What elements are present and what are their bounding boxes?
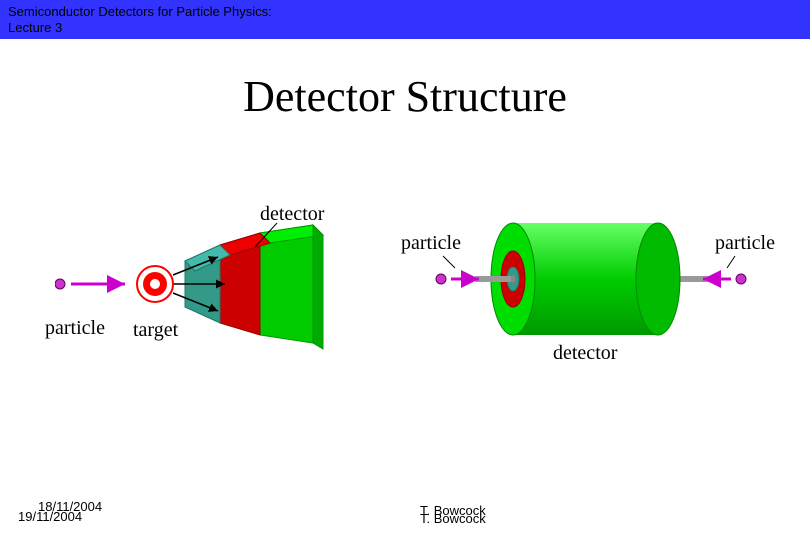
particle-right-icon [736, 274, 746, 284]
barrel-detector-icon [491, 223, 680, 335]
callout-line-icon [443, 256, 455, 268]
diagram-fixed-target: particle target detector [55, 217, 365, 377]
label-detector-r: detector [553, 342, 617, 365]
fixed-target-svg [55, 217, 365, 377]
header-line-1: Semiconductor Detectors for Particle Phy… [8, 4, 802, 20]
diagram-collider: particle particle detector [435, 212, 755, 382]
label-particle-r: particle [715, 232, 775, 255]
beam-pipe-front-icon [475, 276, 511, 282]
target-icon [137, 266, 173, 302]
slide-header: Semiconductor Detectors for Particle Phy… [0, 0, 810, 39]
callout-line-icon [727, 256, 735, 268]
diagram-row: particle target detector [0, 212, 810, 382]
label-particle-left: particle [45, 317, 105, 340]
wedge-detector-icon [185, 225, 323, 349]
label-detector-left: detector [260, 203, 324, 226]
footer-date-2: 19/11/2004 [18, 509, 82, 524]
header-line-2: Lecture 3 [8, 20, 802, 36]
particle-left-icon [436, 274, 446, 284]
label-particle-l: particle [401, 232, 461, 255]
footer-author-2: T. Bowcock [420, 511, 486, 526]
particle-icon [55, 279, 65, 289]
label-target: target [133, 319, 178, 342]
slide-title: Detector Structure [0, 71, 810, 122]
